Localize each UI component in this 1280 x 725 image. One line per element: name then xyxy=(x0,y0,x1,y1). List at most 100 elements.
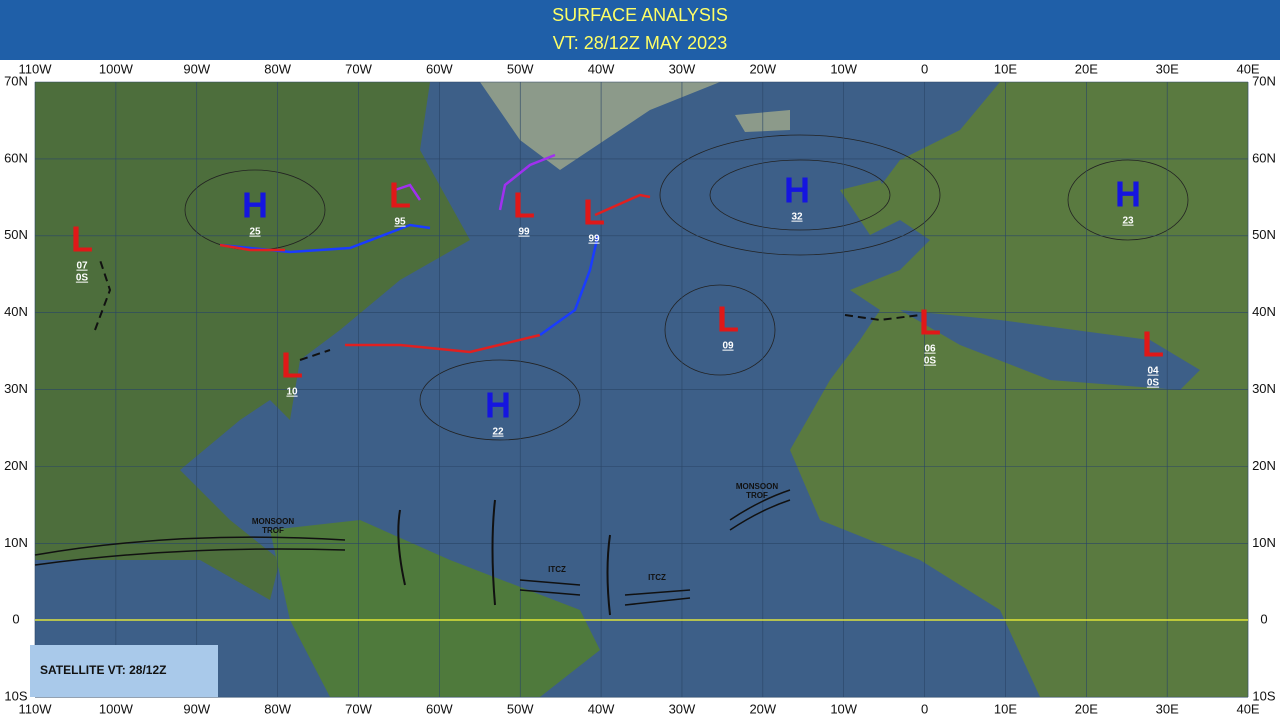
lat-label-right: 60N xyxy=(1252,150,1276,165)
lat-label-right: 20N xyxy=(1252,458,1276,473)
satellite-box xyxy=(30,645,218,697)
lon-label-bottom: 100W xyxy=(99,701,134,716)
fronts xyxy=(34,153,921,616)
pressure-center: L xyxy=(281,345,303,386)
lon-label-bottom: 80W xyxy=(264,701,291,716)
lon-label-top: 20W xyxy=(749,61,776,76)
pressure-value: 04 xyxy=(1147,366,1159,377)
feature-label: MONSOON TROF xyxy=(252,517,294,535)
lon-label-top: 30E xyxy=(1156,61,1179,76)
lon-label-top: 0 xyxy=(921,61,928,76)
lat-label-right: 50N xyxy=(1252,227,1276,242)
lon-label-bottom: 10E xyxy=(994,701,1017,716)
lat-label-right: 0 xyxy=(1260,612,1267,627)
pressure-center: H xyxy=(784,170,810,211)
lon-label-top: 10W xyxy=(830,61,857,76)
labels: 110W 110W 100W 100W 90W 90W 80W 80W 70W 70W 60W 60W… xyxy=(4,61,1276,716)
lon-label-bottom: 40E xyxy=(1236,701,1259,716)
pressure-value: 95 xyxy=(394,217,406,228)
title-bar xyxy=(0,0,1280,60)
lon-label-top: 60W xyxy=(426,61,453,76)
north-america xyxy=(35,82,470,600)
mediterranean xyxy=(900,310,1200,390)
lon-label-top: 40W xyxy=(588,61,615,76)
pressure-center: L xyxy=(919,302,941,343)
uk xyxy=(840,180,900,235)
lon-label-bottom: 60W xyxy=(426,701,453,716)
lon-label-top: 30W xyxy=(669,61,696,76)
greenland xyxy=(480,82,720,170)
pressure-value: 32 xyxy=(791,212,803,223)
pressure-center: L xyxy=(717,299,739,340)
pressure-value: 09 xyxy=(722,341,734,352)
lon-label-top: 10E xyxy=(994,61,1017,76)
lat-label-left: 60N xyxy=(4,150,28,165)
lon-label-bottom: 20E xyxy=(1075,701,1098,716)
lat-label-left: 40N xyxy=(4,304,28,319)
pressure-center: H xyxy=(1115,174,1141,215)
pressure-center: L xyxy=(1142,324,1164,365)
satellite-label: SATELLITE VT: 28/12Z xyxy=(40,663,166,677)
pressure-value: 99 xyxy=(518,227,530,238)
lon-label-bottom: 20W xyxy=(749,701,776,716)
lon-label-top: 110W xyxy=(19,61,53,76)
lat-label-right: 10N xyxy=(1252,535,1276,550)
lat-label-right: 40N xyxy=(1252,304,1276,319)
pressure-value: 06 xyxy=(924,344,936,355)
lat-label-left: 0 xyxy=(12,612,19,627)
lon-label-bottom: 10W xyxy=(830,701,857,716)
pressure-center: H xyxy=(242,185,268,226)
lat-label-right: 70N xyxy=(1252,73,1276,88)
lat-label-left: 20N xyxy=(4,458,28,473)
feature-line: MONSOON xyxy=(736,482,778,491)
iceland xyxy=(735,110,790,132)
pressure-value: 0S xyxy=(1147,378,1160,389)
lon-label-bottom: 30W xyxy=(669,701,696,716)
lon-label-top: 40E xyxy=(1236,61,1259,76)
lon-label-top: 20E xyxy=(1075,61,1098,76)
pressure-center: L xyxy=(389,175,411,216)
pressure-value: 22 xyxy=(492,427,504,438)
lat-label-left: 30N xyxy=(4,381,28,396)
pressure-value: 07 xyxy=(76,261,88,272)
lon-label-bottom: 110W xyxy=(19,701,53,716)
lat-label-left: 10S xyxy=(4,689,27,704)
feature-label: MONSOON TROF xyxy=(736,482,778,500)
lon-label-top: 50W xyxy=(507,61,534,76)
pressure-value: 10 xyxy=(286,387,298,398)
feature-label: ITCZ xyxy=(648,573,666,582)
lon-label-top: 90W xyxy=(183,61,210,76)
lat-label-left: 70N xyxy=(4,73,28,88)
feature-label: ITCZ xyxy=(548,565,566,574)
pressure-center: L xyxy=(71,219,93,260)
pressure-center: L xyxy=(513,185,535,226)
south-america xyxy=(270,520,600,697)
lon-label-top: 100W xyxy=(99,61,134,76)
subtitle: VT: 28/12Z MAY 2023 xyxy=(553,33,727,53)
lon-label-bottom: 90W xyxy=(183,701,210,716)
lon-label-bottom: 0 xyxy=(921,701,928,716)
pressure-center: H xyxy=(485,385,511,426)
lon-label-bottom: 40W xyxy=(588,701,615,716)
feature-line: TROF xyxy=(746,491,768,500)
lat-label-right: 30N xyxy=(1252,381,1276,396)
title: SURFACE ANALYSIS xyxy=(552,5,728,25)
pressure-value: 0S xyxy=(76,273,89,284)
lon-label-bottom: 30E xyxy=(1156,701,1179,716)
lon-label-bottom: 70W xyxy=(345,701,372,716)
lat-label-left: 50N xyxy=(4,227,28,242)
lon-label-bottom: 50W xyxy=(507,701,534,716)
lat-label-left: 10N xyxy=(4,535,28,550)
lon-label-top: 70W xyxy=(345,61,372,76)
feature-line: MONSOON xyxy=(252,517,294,526)
lon-label-top: 80W xyxy=(264,61,291,76)
pressure-value: 23 xyxy=(1122,216,1134,227)
pressure-value: 99 xyxy=(588,234,600,245)
pressure-value: 25 xyxy=(249,227,261,238)
map-body xyxy=(34,81,1249,698)
pressure-value: 0S xyxy=(924,356,937,367)
feature-line: TROF xyxy=(262,526,284,535)
lat-label-right: 10S xyxy=(1252,689,1275,704)
